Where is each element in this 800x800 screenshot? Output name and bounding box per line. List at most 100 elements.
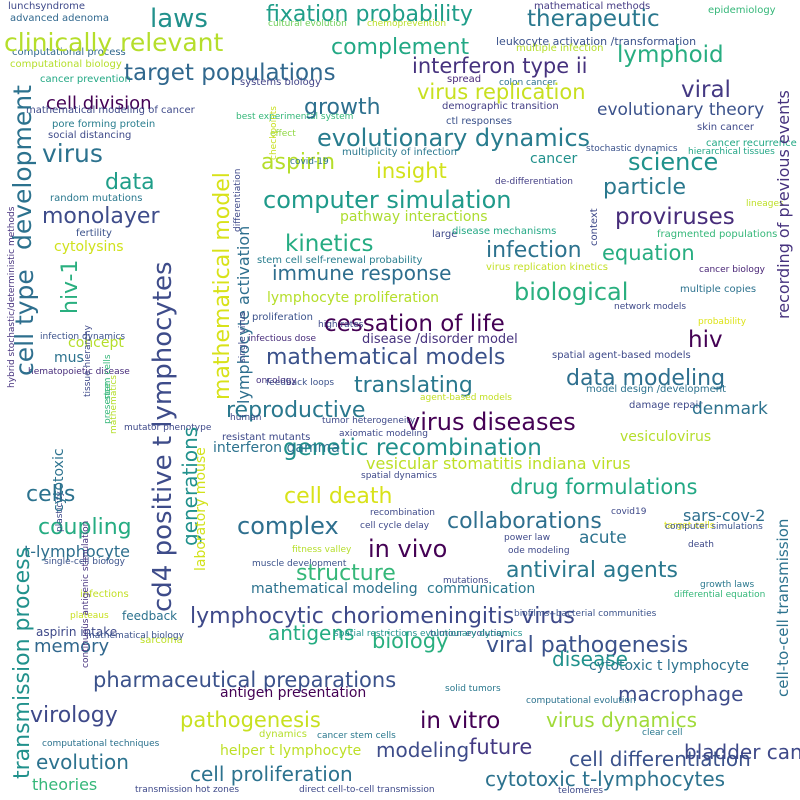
- cloud-word: virus: [42, 139, 103, 168]
- cloud-word: single virus: [238, 311, 248, 363]
- cloud-word: lineages: [746, 199, 784, 209]
- cloud-word: hierarchical tissues: [688, 147, 775, 157]
- cloud-word: computer simulation: [263, 186, 512, 214]
- cloud-word: disease: [552, 647, 628, 671]
- cloud-word: monolayer: [42, 204, 160, 229]
- cloud-word: cytotoxic: [51, 448, 67, 512]
- cloud-word: mathematical modeling of cancer: [26, 105, 195, 116]
- cloud-word: probability: [698, 317, 747, 327]
- cloud-word: tumor heterogeneity: [322, 416, 416, 426]
- cloud-word: demographic transition: [442, 101, 559, 112]
- cloud-word: spatial dynamics: [361, 471, 437, 481]
- cloud-word: covid-19: [290, 157, 329, 167]
- cloud-word: direct cell-to-cell transmission: [299, 785, 435, 795]
- cloud-word: infections: [80, 589, 129, 600]
- cloud-word: spatial restrictions evolutionary dynami…: [334, 629, 523, 639]
- cloud-word: recording of previous events: [774, 90, 793, 319]
- cloud-word: computational techniques: [42, 739, 160, 749]
- cloud-word: macrophage: [618, 682, 744, 706]
- cloud-word: cancer biology: [699, 265, 765, 275]
- cloud-word: proliferation: [252, 312, 313, 323]
- cloud-word: colon cancer: [499, 78, 557, 88]
- cloud-word: death: [688, 540, 714, 550]
- cloud-word: acute: [579, 528, 627, 548]
- cloud-word: insight: [376, 159, 447, 183]
- cloud-word: mutator phenotype: [124, 423, 212, 433]
- cloud-word: in vitro: [420, 708, 501, 734]
- cloud-word: data modeling: [566, 366, 726, 391]
- cloud-word: skin cancer: [697, 122, 755, 133]
- cloud-word: pharmaceutical preparations: [93, 668, 397, 692]
- cloud-word: checkpoints: [269, 106, 279, 160]
- cloud-word: theories: [32, 775, 98, 794]
- cloud-word: translating: [354, 373, 473, 398]
- cloud-word: transmission process: [10, 546, 35, 779]
- cloud-word: fragmented populations: [657, 229, 778, 240]
- cloud-word: vesiculovirus: [620, 429, 712, 445]
- cloud-word: t-lymphocyte: [24, 542, 131, 561]
- cloud-word: drug formulations: [510, 475, 698, 499]
- cloud-word: target populations: [124, 60, 336, 86]
- cloud-word: best experimental system: [236, 112, 354, 122]
- cloud-word: computational evolution: [526, 696, 636, 706]
- cloud-word: tumour evolution: [430, 629, 508, 639]
- cloud-word: complement: [331, 35, 470, 60]
- cloud-word: structure: [296, 561, 396, 586]
- cloud-word: hiv-1: [58, 259, 83, 314]
- cloud-word: hiv: [688, 327, 723, 353]
- cloud-word: cancer stem cells: [317, 731, 396, 741]
- cloud-word: antigens: [268, 621, 355, 645]
- cloud-word: transmission hot zones: [135, 785, 240, 795]
- cloud-word: cultural evolution: [268, 19, 347, 29]
- cloud-word: complex: [237, 512, 339, 540]
- cloud-word: cell differentiation: [569, 747, 751, 771]
- cloud-word: leukocyte activation /transformation: [496, 35, 697, 48]
- cloud-word: development: [8, 85, 37, 250]
- cloud-word: cytotoxic t lymphocyte: [589, 658, 750, 674]
- cloud-word: cell death: [284, 484, 393, 509]
- cloud-word: laws: [150, 4, 208, 34]
- cloud-word: communication: [427, 581, 536, 597]
- cloud-word: cells: [26, 482, 76, 507]
- cloud-word: cancer: [530, 151, 578, 167]
- cloud-word: coupling: [38, 515, 132, 540]
- cloud-word: concept: [68, 335, 124, 351]
- cloud-word: telomeres: [558, 786, 604, 796]
- cloud-word: epidemiology: [708, 5, 776, 16]
- cloud-word: ctl responses: [446, 116, 513, 127]
- cloud-word: ode modeling: [508, 546, 570, 556]
- cloud-word: oncology: [256, 376, 297, 386]
- cloud-word: high rates: [318, 320, 364, 330]
- cloud-word: stem cell self-renewal probability: [257, 255, 423, 266]
- cloud-word: data: [105, 170, 155, 195]
- cloud-word: biological: [514, 278, 629, 306]
- cloud-word: mus: [54, 350, 84, 366]
- cloud-word: interferon type ii: [412, 54, 588, 78]
- cloud-word: cd4 positive t lymphocytes: [148, 261, 178, 612]
- cloud-word: helper t lymphocyte: [220, 743, 362, 759]
- cloud-word: clear cell: [642, 728, 683, 738]
- cloud-word: biology: [372, 629, 449, 653]
- cloud-word: pathway interactions: [340, 209, 488, 225]
- cloud-word: reproductive: [226, 398, 366, 423]
- cloud-word: resistant mutants: [222, 432, 311, 443]
- cloud-word: in vivo: [368, 535, 448, 563]
- cloud-word: collaborations: [447, 509, 602, 534]
- cloud-word: virology: [30, 703, 118, 728]
- cloud-word: genetic recombination: [283, 435, 542, 461]
- cloud-word: hematopoietic disease: [28, 367, 130, 377]
- cloud-word: antigen presentation: [220, 685, 367, 701]
- cloud-word: denmark: [692, 399, 768, 419]
- cloud-word: equation: [602, 241, 695, 265]
- cloud-word: feedback: [122, 609, 178, 623]
- cloud-word: large: [432, 229, 458, 240]
- cloud-word: mathematical biology: [86, 631, 184, 641]
- cloud-word: mathematical model: [210, 172, 235, 400]
- cloud-word: laboratory mouse: [193, 447, 209, 571]
- cloud-word: interferon gamma: [213, 440, 340, 456]
- cloud-word: viral pathogenesis: [486, 633, 689, 658]
- cloud-word: sarcoma: [140, 635, 183, 646]
- cloud-word: memory: [34, 636, 110, 657]
- cloud-word: spread: [447, 74, 482, 85]
